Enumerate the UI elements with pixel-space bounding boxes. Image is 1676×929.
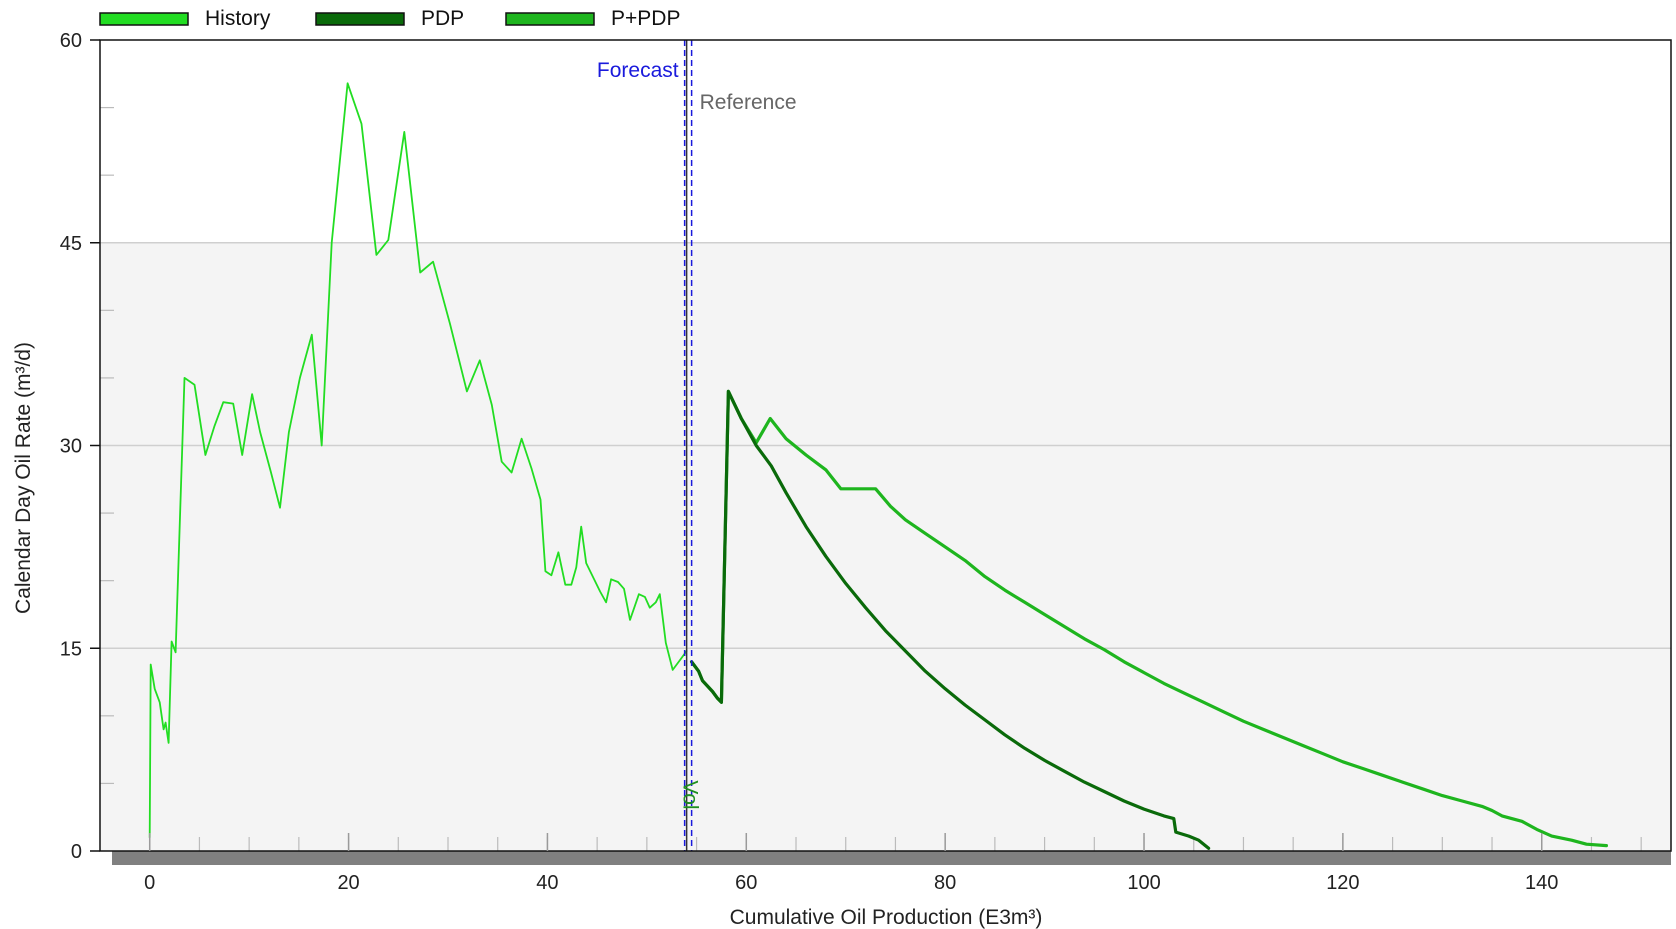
y-tick-label: 30	[60, 436, 82, 458]
series-line-p-pdp	[690, 389, 1608, 848]
x-tick-labels: 0 20 40 60 80 100 120 140	[144, 833, 1558, 894]
plot-background	[100, 40, 1671, 851]
x-tick-label: 0	[144, 872, 155, 894]
series-line-history	[148, 82, 688, 839]
x-axis-title: Cumulative Oil Production (E3m³)	[730, 906, 1043, 929]
series-layer	[148, 82, 1608, 850]
x-tick-label: 100	[1127, 872, 1160, 894]
y-tick-labels: 0 15 30 45 60	[60, 30, 100, 863]
x-tick-label: 20	[337, 872, 359, 894]
x-tick-label: 40	[536, 872, 558, 894]
legend-label: PDP	[421, 7, 464, 30]
y-tick-label: 45	[60, 233, 82, 255]
legend-label: History	[205, 7, 271, 30]
x-tick-label: 120	[1326, 872, 1359, 894]
y-tick-label: 0	[71, 841, 82, 863]
plot-area-white-band	[100, 40, 1671, 242]
legend: History PDP P+PDP	[99, 7, 680, 30]
legend-label: P+PDP	[611, 7, 680, 30]
legend-swatch	[99, 12, 189, 26]
legend-item-pdp: PDP	[315, 7, 464, 30]
series-line-pdp	[690, 389, 1211, 850]
legend-item-history: History	[99, 7, 271, 30]
y-tick-label: 15	[60, 638, 82, 660]
y-axis-title: Calendar Day Oil Rate (m³/d)	[12, 342, 35, 614]
grid-lines	[100, 242, 1671, 649]
plot-area-shaded-band	[100, 242, 1671, 851]
legend-swatch	[505, 12, 595, 26]
axis-base-strip	[112, 851, 1671, 865]
y-tick-label: 60	[60, 30, 82, 52]
legend-item-p-pdp: P+PDP	[505, 7, 680, 30]
reference-label: Reference	[700, 91, 797, 114]
vol-label: Vol	[679, 780, 702, 809]
legend-swatch	[315, 12, 405, 26]
forecast-label: Forecast	[597, 59, 679, 82]
x-tick-label: 80	[934, 872, 956, 894]
x-tick-label: 60	[735, 872, 757, 894]
markers-layer: Forecast Reference Vol	[597, 40, 797, 851]
x-tick-label: 140	[1525, 872, 1558, 894]
